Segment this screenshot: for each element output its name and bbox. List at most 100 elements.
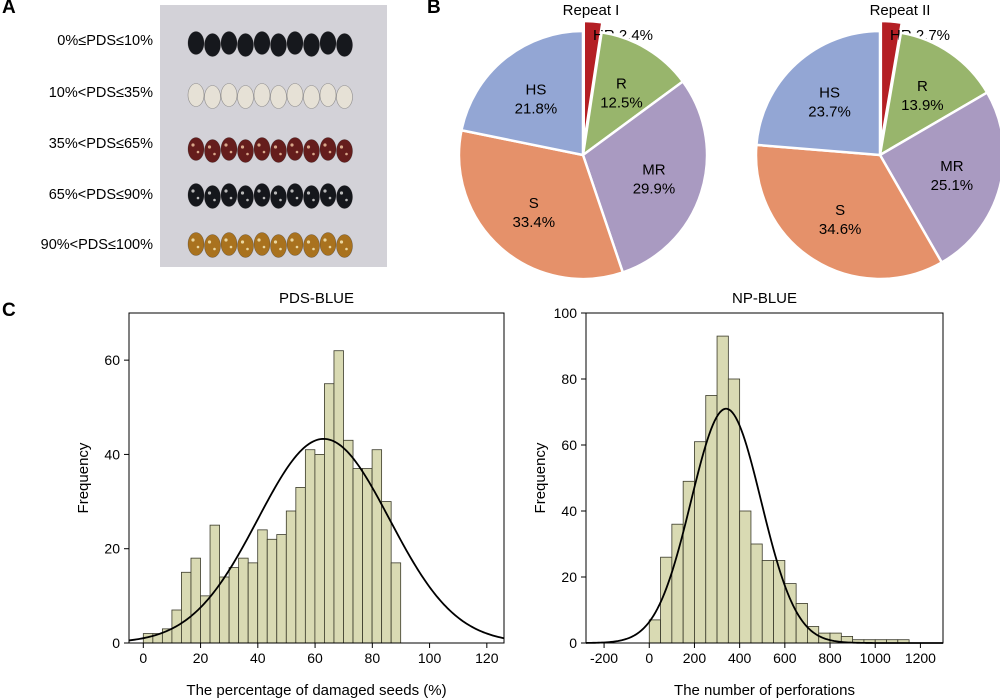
pie-label-s: S xyxy=(835,202,845,219)
hist-bar xyxy=(795,603,808,644)
x-tick-label: 20 xyxy=(193,650,209,666)
pie-label-hs: HS xyxy=(819,84,840,101)
seed-spot xyxy=(246,152,249,156)
seed-spot xyxy=(229,196,233,200)
seed-spot xyxy=(213,152,216,156)
x-axis-label: The percentage of damaged seeds (%) xyxy=(186,682,446,699)
seed-spot xyxy=(328,245,332,249)
seed-spot xyxy=(323,143,327,147)
seed-spot xyxy=(257,143,261,147)
seed-spot xyxy=(345,152,348,156)
seed xyxy=(187,83,205,107)
seed-spot xyxy=(240,145,245,149)
seed-spot xyxy=(279,247,282,251)
seed xyxy=(286,137,304,161)
seed xyxy=(336,33,353,57)
pie-value-s: 34.6% xyxy=(819,221,862,238)
seed-spot xyxy=(273,191,278,195)
seed-spot xyxy=(295,196,299,200)
x-tick-label: 1200 xyxy=(905,650,936,666)
seed-spot xyxy=(323,238,327,242)
pie-slice-r xyxy=(878,31,989,158)
seed xyxy=(253,232,271,256)
seed xyxy=(319,183,337,207)
plot-frame xyxy=(585,312,944,644)
seed xyxy=(319,137,337,161)
seed xyxy=(187,232,205,256)
seed-spot xyxy=(339,240,344,244)
pie-slice-mr xyxy=(581,79,709,275)
seed xyxy=(319,232,337,256)
seed-spot xyxy=(207,191,212,195)
pie-label-hs: HS xyxy=(526,81,547,98)
seed xyxy=(319,83,337,107)
x-tick-label: 60 xyxy=(307,650,323,666)
seed xyxy=(286,183,304,207)
x-tick-label: 0 xyxy=(139,650,147,666)
pie-value-hs: 21.8% xyxy=(515,100,558,117)
seed xyxy=(286,31,304,55)
seed xyxy=(220,137,238,161)
seed-spot xyxy=(295,150,299,154)
seed xyxy=(204,85,221,109)
y-tick-label: 60 xyxy=(561,437,577,453)
seed-spot xyxy=(339,145,344,149)
seed-spot xyxy=(279,198,282,202)
seed xyxy=(187,137,205,161)
seed-photo xyxy=(160,5,387,267)
x-tick-label: 0 xyxy=(645,650,653,666)
pie-label-mr: MR xyxy=(940,158,963,175)
x-tick-label: -200 xyxy=(590,650,618,666)
seed-spot xyxy=(229,150,233,154)
seed-spot xyxy=(224,189,228,193)
x-tick-label: 800 xyxy=(818,650,842,666)
seed-spot xyxy=(328,150,332,154)
seed xyxy=(303,85,320,109)
seed xyxy=(336,139,353,163)
x-tick-label: 1000 xyxy=(860,650,891,666)
seed-spot xyxy=(224,143,228,147)
y-tick-label: 100 xyxy=(554,305,578,321)
seed-spot xyxy=(306,240,311,244)
seed-label-5: 90%<PDS≤100% xyxy=(40,237,153,253)
seed xyxy=(270,33,287,57)
x-axis-label: The number of perforations xyxy=(674,682,855,699)
pie-label-mr: MR xyxy=(642,161,665,178)
seed-spot xyxy=(191,189,195,193)
normal-fit-curve xyxy=(128,437,505,642)
seed xyxy=(220,31,238,55)
seed-spot xyxy=(213,247,216,251)
x-tick-label: 40 xyxy=(250,650,266,666)
seed xyxy=(270,85,287,109)
seed-spot xyxy=(312,247,315,251)
seed-spot xyxy=(345,198,348,202)
hist-bar xyxy=(648,619,661,644)
hist-bar xyxy=(761,560,774,644)
seed-spot xyxy=(339,191,344,195)
seed xyxy=(270,234,287,258)
seed xyxy=(270,185,287,209)
seed-label-4: 65%<PDS≤90% xyxy=(48,187,153,203)
pie-slice-s xyxy=(457,128,625,281)
seed-spot xyxy=(273,240,278,244)
panel-letter-b: B xyxy=(427,0,441,18)
seed xyxy=(253,31,271,55)
pie-label-s: S xyxy=(529,195,539,212)
pie-value-mr: 25.1% xyxy=(931,177,974,194)
seed xyxy=(253,183,271,207)
y-tick-label: 60 xyxy=(104,352,120,368)
x-tick-label: 120 xyxy=(475,650,499,666)
seed xyxy=(204,33,221,57)
hist-bar xyxy=(705,395,718,644)
seed-spot xyxy=(229,245,233,249)
seed xyxy=(237,85,254,109)
seed xyxy=(319,31,337,55)
seed-spot xyxy=(196,150,200,154)
seed xyxy=(237,234,254,258)
x-tick-label: 100 xyxy=(418,650,442,666)
seed-spot xyxy=(257,238,261,242)
